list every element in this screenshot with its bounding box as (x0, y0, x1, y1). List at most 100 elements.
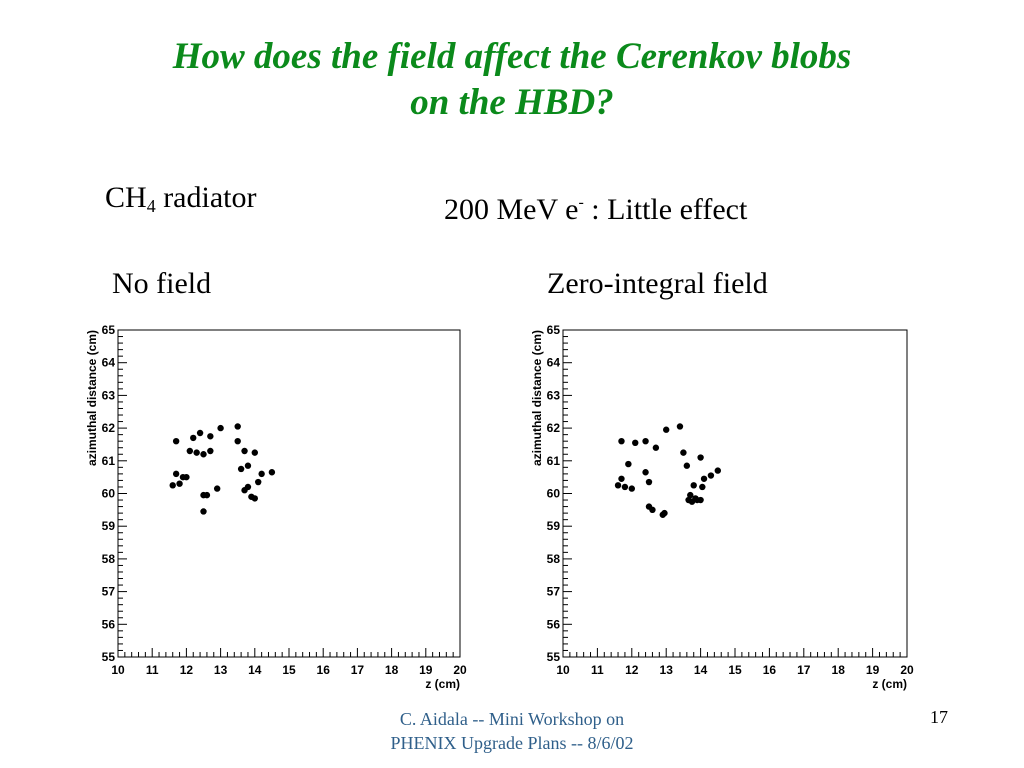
y-tick-label: 61 (102, 454, 116, 468)
data-point (258, 470, 265, 478)
x-tick-label: 14 (694, 663, 708, 677)
data-point (207, 433, 214, 440)
x-tick-label: 17 (797, 663, 811, 677)
data-point (663, 426, 670, 433)
x-tick-label: 20 (900, 663, 914, 677)
energy-superscript: - (578, 194, 584, 211)
data-point (687, 491, 694, 499)
radiator-subscript: 4 (146, 196, 156, 216)
data-point (193, 449, 200, 456)
data-point (237, 465, 245, 473)
x-tick-label: 10 (111, 663, 125, 677)
data-point (176, 480, 183, 487)
data-point (244, 462, 252, 469)
data-point (196, 429, 204, 437)
data-point (642, 469, 649, 476)
data-point (652, 444, 660, 451)
y-tick-label: 62 (547, 421, 561, 435)
footer: C. Aidala -- Mini Workshop on PHENIX Upg… (336, 707, 688, 755)
data-point (251, 449, 258, 456)
x-tick-label: 14 (248, 663, 262, 677)
data-point (714, 467, 721, 474)
energy-label: 200 MeV e- : Little effect (444, 185, 747, 228)
data-point (621, 483, 629, 491)
y-tick-label: 57 (547, 585, 561, 599)
data-point (244, 483, 252, 491)
data-point (200, 508, 207, 515)
y-tick-label: 64 (102, 356, 116, 370)
data-point (683, 462, 691, 469)
x-tick-label: 11 (146, 663, 159, 677)
y-tick-label: 65 (547, 323, 561, 337)
x-tick-label: 17 (351, 663, 365, 677)
plot-frame (117, 329, 461, 658)
data-point (614, 482, 622, 489)
data-point (645, 478, 653, 486)
slide-title-line-2: on the HBD? (410, 82, 614, 123)
y-tick-label: 60 (547, 487, 561, 501)
x-tick-label: 10 (556, 663, 570, 677)
y-tick-label: 56 (102, 617, 116, 631)
data-point (186, 447, 194, 455)
y-tick-label: 58 (102, 552, 116, 566)
y-tick-label: 61 (547, 454, 561, 468)
x-tick-label: 16 (317, 663, 331, 677)
y-tick-label: 65 (102, 323, 116, 337)
data-point (690, 482, 697, 489)
x-tick-label: 18 (385, 663, 399, 677)
data-point (200, 451, 207, 458)
y-axis-label: azimuthal distance (cm) (85, 330, 99, 466)
y-tick-label: 62 (102, 421, 116, 435)
data-point (707, 472, 715, 479)
y-tick-label: 59 (102, 519, 116, 533)
data-point (618, 437, 625, 445)
data-point (268, 469, 276, 476)
x-tick-label: 15 (282, 663, 296, 677)
radiator-prefix: CH (105, 181, 147, 214)
y-tick-label: 56 (547, 617, 561, 631)
plot-label-zero-integral-field: Zero-integral field (547, 267, 768, 300)
data-point (676, 423, 684, 430)
data-point (255, 478, 262, 486)
energy-suffix: : Little effect (583, 193, 748, 226)
data-point (169, 482, 176, 489)
data-point (661, 509, 668, 517)
data-point (217, 424, 224, 432)
plot-label-no-field: No field (112, 267, 212, 300)
x-tick-label: 18 (832, 663, 846, 677)
data-point (172, 470, 180, 478)
radiator-label: CH4 radiator (105, 180, 256, 224)
y-tick-label: 55 (102, 650, 116, 664)
plot-frame (562, 329, 908, 658)
x-tick-label: 19 (419, 663, 433, 677)
data-point (697, 496, 704, 504)
x-axis-label: z (cm) (872, 677, 907, 691)
data-point (618, 475, 625, 482)
data-point (207, 447, 214, 455)
radiator-suffix: radiator (155, 181, 257, 214)
x-tick-label: 20 (453, 663, 467, 677)
data-point (680, 449, 687, 456)
x-tick-label: 19 (866, 663, 880, 677)
page-number: 17 (930, 707, 948, 727)
x-tick-label: 13 (660, 663, 674, 677)
data-point (642, 437, 649, 445)
y-tick-label: 58 (547, 552, 561, 566)
data-point (628, 485, 635, 492)
data-point (234, 423, 241, 430)
y-tick-label: 57 (102, 585, 116, 599)
data-point (183, 473, 190, 481)
data-point (251, 495, 258, 502)
x-tick-label: 12 (625, 663, 639, 677)
data-point (632, 439, 639, 447)
data-point (699, 483, 706, 491)
x-tick-label: 13 (214, 663, 228, 677)
data-point (625, 460, 632, 468)
x-axis-label: z (cm) (425, 677, 460, 691)
data-point (700, 475, 708, 482)
y-tick-label: 63 (102, 388, 116, 402)
data-point (203, 491, 211, 499)
footer-line-2: PHENIX Upgrade Plans -- 8/6/02 (390, 733, 634, 753)
data-point (213, 485, 221, 492)
